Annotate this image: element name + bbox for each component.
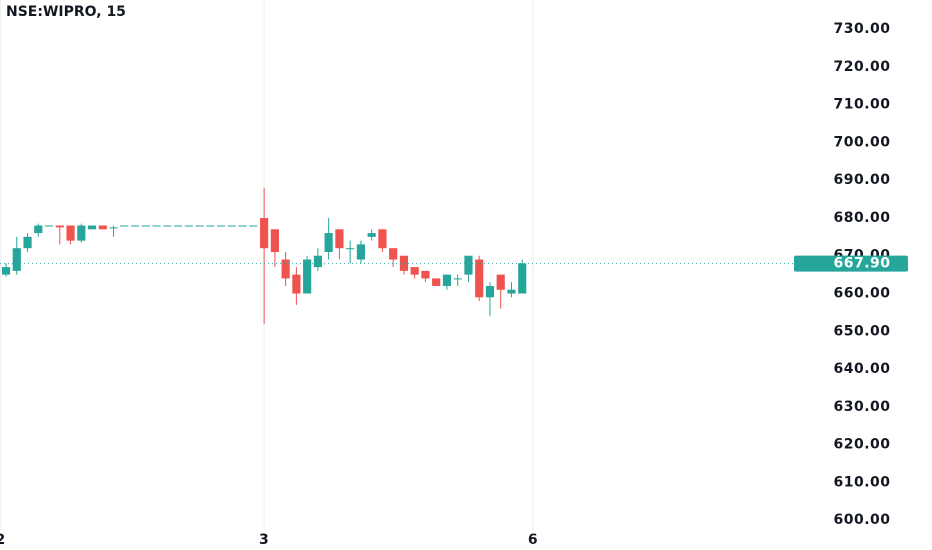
candle-body xyxy=(249,225,258,227)
y-tick-label: 720.00 xyxy=(833,59,890,75)
candle-body xyxy=(77,225,86,241)
y-tick-label: 640.00 xyxy=(833,361,890,377)
candle-body xyxy=(303,259,312,294)
candle-body xyxy=(130,225,140,227)
candle-body xyxy=(260,217,269,249)
candle-body xyxy=(346,248,355,250)
candle-body xyxy=(34,225,43,234)
last-price-label: 667.90 xyxy=(833,256,890,272)
candle-body xyxy=(335,229,344,249)
candle-body xyxy=(98,225,107,230)
candle-body xyxy=(496,274,505,290)
candle-body xyxy=(141,225,150,227)
candle-body xyxy=(518,263,527,294)
candle-body xyxy=(195,225,204,227)
candle-body xyxy=(120,225,129,227)
candle-body xyxy=(281,259,290,279)
candle-body xyxy=(475,259,484,298)
y-tick-label: 660.00 xyxy=(833,286,890,302)
y-tick-label: 690.00 xyxy=(833,172,890,188)
y-tick-label: 680.00 xyxy=(833,210,890,226)
candle-body xyxy=(453,278,462,280)
candle-body xyxy=(87,225,97,230)
candle-body xyxy=(485,285,495,298)
candle-body xyxy=(217,225,226,227)
candle-body xyxy=(356,244,365,260)
x-tick-label: 3 xyxy=(259,532,269,548)
candle-body xyxy=(12,248,21,271)
y-tick-label: 620.00 xyxy=(833,437,890,453)
y-tick-label: 630.00 xyxy=(833,399,890,415)
candle-body xyxy=(324,233,333,252)
candle-body xyxy=(23,236,32,249)
x-tick-label: 6 xyxy=(528,532,538,548)
candle-body xyxy=(174,225,183,227)
candle-body xyxy=(66,225,75,241)
candle-body xyxy=(163,225,172,227)
candle-body xyxy=(410,267,419,275)
chart-title: NSE:WIPRO, 15 xyxy=(6,4,126,20)
candle-body xyxy=(238,225,247,227)
candle-body xyxy=(464,255,473,275)
y-tick-label: 710.00 xyxy=(833,97,890,113)
candle-body xyxy=(227,225,236,227)
candle-body xyxy=(152,225,161,227)
candle-body xyxy=(421,270,430,279)
candle-body xyxy=(442,274,452,286)
candle-body xyxy=(270,229,279,252)
y-tick-label: 650.00 xyxy=(833,323,890,339)
y-tick-label: 700.00 xyxy=(833,134,890,150)
candle-body xyxy=(367,233,376,237)
candle-body xyxy=(378,229,387,249)
x-tick-label: 2 xyxy=(0,532,6,548)
y-tick-label: 730.00 xyxy=(833,21,890,37)
y-tick-label: 610.00 xyxy=(833,474,890,490)
candle-body xyxy=(109,227,118,229)
candle-body xyxy=(292,274,301,294)
candle-body xyxy=(313,255,322,268)
last-price-box xyxy=(794,255,908,272)
candle-body xyxy=(184,225,193,227)
candle-body xyxy=(432,278,441,286)
y-tick-label: 600.00 xyxy=(833,512,890,528)
candle-body xyxy=(44,225,54,227)
candle-body xyxy=(399,255,409,271)
candle-body xyxy=(206,225,215,227)
candle-body xyxy=(389,248,398,260)
candle-body xyxy=(55,225,64,228)
candle-body xyxy=(1,267,11,275)
candle-body xyxy=(507,289,516,294)
